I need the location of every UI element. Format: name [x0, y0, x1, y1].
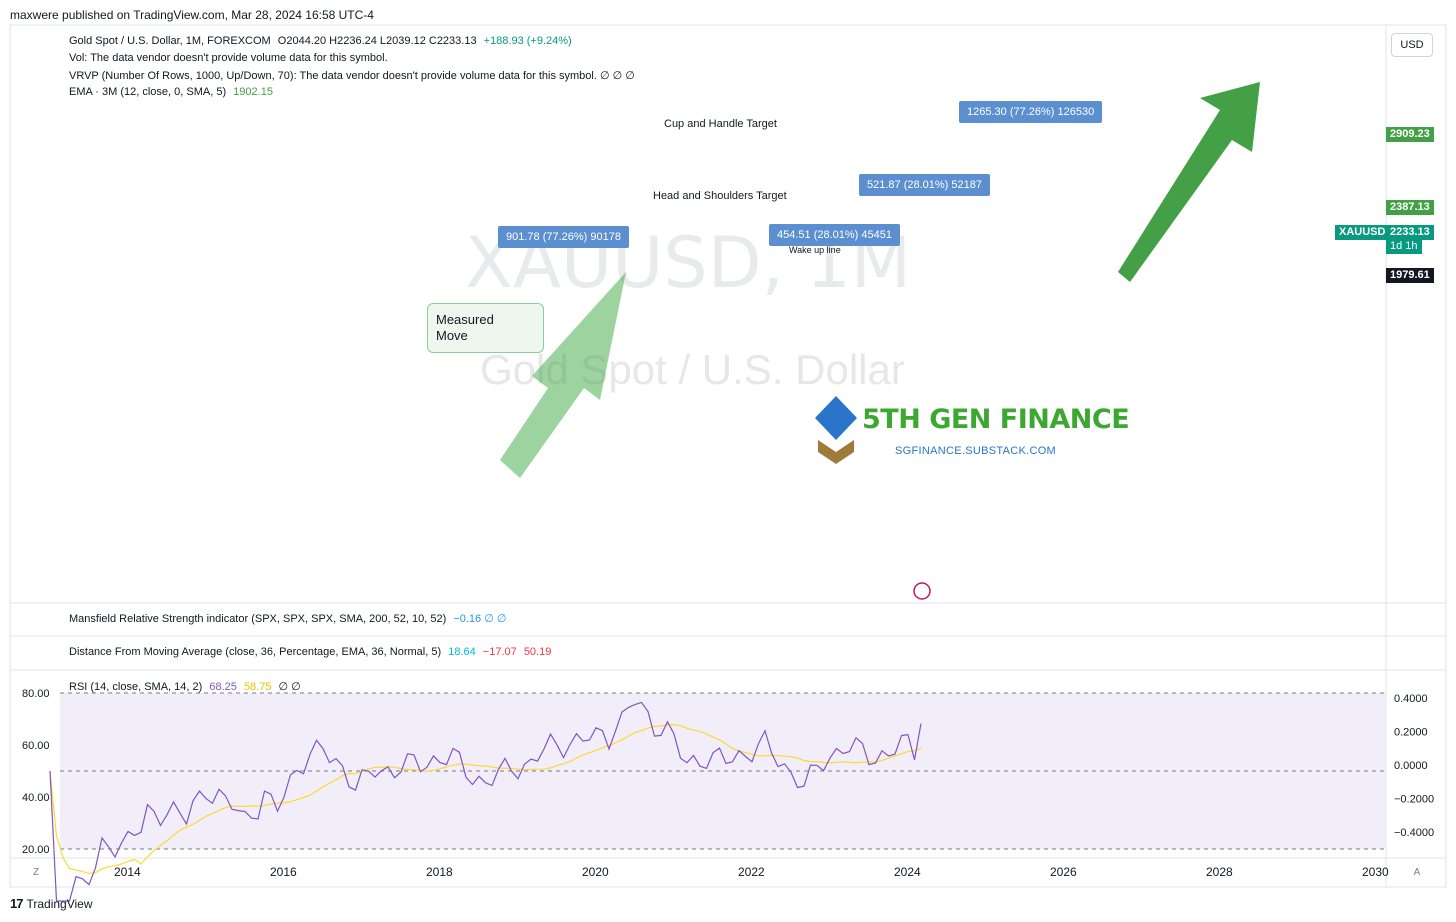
- rsi-right-tick: −0.2000: [1394, 794, 1434, 806]
- change-value: +188.93 (+9.24%): [484, 35, 572, 47]
- rsi-left-tick: 20.00: [22, 844, 50, 856]
- time-tick-label: 2022: [738, 865, 765, 879]
- time-tick-label: 2016: [270, 865, 297, 879]
- rsi-right-tick: −0.4000: [1394, 827, 1434, 839]
- time-tick-label: 2024: [894, 865, 921, 879]
- head-shoulders-label: Head and Shoulders Target: [653, 190, 787, 202]
- symbol-title: Gold Spot / U.S. Dollar, 1M, FOREXCOM: [69, 35, 271, 47]
- cup-handle-label: Cup and Handle Target: [664, 118, 777, 130]
- tradingview-logo-icon: 17: [10, 896, 22, 911]
- rsi-legend: RSI (14, close, SMA, 14, 2) 68.25 58.75 …: [69, 680, 301, 693]
- rsi-left-tick: 40.00: [22, 792, 50, 804]
- rsi-tail: ∅ ∅: [279, 681, 301, 693]
- measure-callout-2[interactable]: 454.51 (28.01%) 45451: [769, 224, 900, 246]
- ema-legend-label: EMA · 3M (12, close, 0, SMA, 5): [69, 86, 226, 98]
- measure-callout-4[interactable]: 1265.30 (77.26%) 126530: [959, 101, 1102, 123]
- auto-scale-button[interactable]: A: [1407, 867, 1427, 881]
- rsi-ma-value: 58.75: [244, 681, 272, 693]
- rsi-band: [60, 693, 1386, 849]
- rsi-right-tick: 0.0000: [1394, 760, 1428, 772]
- cup-target-price-tag: 2909.23: [1386, 127, 1434, 142]
- time-tick-label: 2014: [114, 865, 141, 879]
- lightning-icon: [914, 583, 930, 599]
- tradingview-brand: TradingView: [26, 897, 92, 911]
- vrvp-legend: VRVP (Number Of Rows, 1000, Up/Down, 70)…: [69, 69, 635, 82]
- distance-value-1: 18.64: [448, 646, 476, 658]
- distance-legend: Distance From Moving Average (close, 36,…: [69, 646, 551, 658]
- mansfield-legend: Mansfield Relative Strength indicator (S…: [69, 612, 506, 625]
- distance-value-3: 50.19: [524, 646, 552, 658]
- support-price-tag: 1979.61: [1386, 268, 1434, 283]
- measure-callout-1[interactable]: 901.78 (77.26%) 90178: [498, 226, 629, 248]
- wake-up-line-label: Wake up line: [789, 245, 841, 255]
- time-tick-label: 2020: [582, 865, 609, 879]
- brand-logo-icon: [815, 396, 857, 440]
- brand-url: SGFINANCE.SUBSTACK.COM: [895, 445, 1056, 457]
- measured-move-note[interactable]: Measured Move: [427, 303, 544, 353]
- brand-logo-base: [818, 440, 854, 464]
- rsi-left-tick: 80.00: [22, 688, 50, 700]
- rsi-left-tick: 60.00: [22, 740, 50, 752]
- time-tick-label: 2026: [1050, 865, 1077, 879]
- ohlc-values: O2044.20 H2236.24 L2039.12 C2233.13: [278, 35, 477, 47]
- rsi-right-tick: 0.2000: [1394, 727, 1428, 739]
- ema-legend: EMA · 3M (12, close, 0, SMA, 5) 1902.15: [69, 86, 273, 98]
- target-arrow: [1118, 82, 1260, 282]
- time-tick-label: 2018: [426, 865, 453, 879]
- mansfield-label: Mansfield Relative Strength indicator (S…: [69, 613, 446, 625]
- rsi-value: 68.25: [209, 681, 237, 693]
- distance-label: Distance From Moving Average (close, 36,…: [69, 646, 441, 658]
- rsi-label: RSI (14, close, SMA, 14, 2): [69, 681, 202, 693]
- ema-legend-value: 1902.15: [233, 86, 273, 98]
- main-legend-title: Gold Spot / U.S. Dollar, 1M, FOREXCOM O2…: [69, 35, 572, 47]
- brand-name: 5TH GEN FINANCE: [862, 404, 1129, 435]
- publisher-line: maxwere published on TradingView.com, Ma…: [10, 8, 374, 22]
- currency-button[interactable]: USD: [1391, 33, 1433, 57]
- tradingview-footer[interactable]: 17 TradingView: [10, 896, 93, 911]
- measure-callout-3[interactable]: 521.87 (28.01%) 52187: [859, 174, 990, 196]
- distance-value-2: −17.07: [483, 646, 517, 658]
- rsi-right-tick: 0.4000: [1394, 693, 1428, 705]
- time-tick-label: 2030: [1362, 865, 1389, 879]
- symbol-tag: XAUUSD: [1335, 225, 1389, 240]
- last-price-tag: 2233.13: [1386, 225, 1434, 240]
- hs-target-price-tag: 2387.13: [1386, 200, 1434, 215]
- vol-legend: Vol: The data vendor doesn't provide vol…: [69, 52, 388, 64]
- time-tick-label: 2028: [1206, 865, 1233, 879]
- mansfield-value: −0.16 ∅ ∅: [453, 613, 506, 625]
- name-watermark: Gold Spot / U.S. Dollar: [480, 346, 905, 394]
- zoom-toggle-button[interactable]: Z: [26, 867, 46, 881]
- countdown-tag: 1d 1h: [1386, 239, 1422, 254]
